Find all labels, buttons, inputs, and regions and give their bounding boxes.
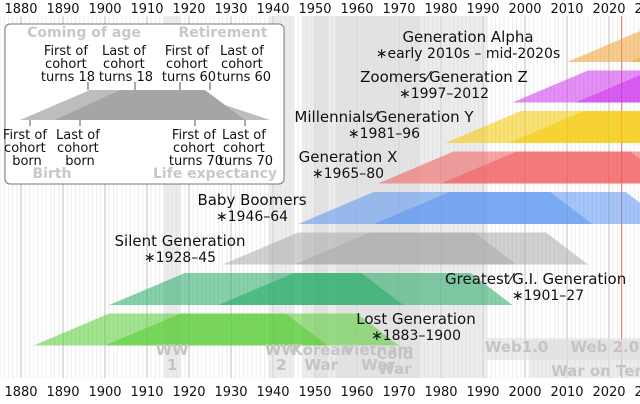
generation-bands bbox=[33, 31, 640, 346]
generation-years-zoomers-generation-z: ∗1997–2012 bbox=[399, 86, 489, 102]
period-label-war-on-terror: War on Terror bbox=[551, 362, 640, 380]
generation-name-greatest-g-i-generation: Greatest⁄G.I. Generation bbox=[445, 270, 626, 288]
generation-years-lost-generation: ∗1883–1900 bbox=[371, 328, 461, 344]
band-baby-boomers-inner bbox=[373, 192, 593, 224]
bottom-year-tick-1880: 1880 bbox=[4, 385, 37, 400]
bottom-year-tick-1920: 1920 bbox=[172, 385, 205, 400]
top-year-tick-1970: 1970 bbox=[382, 2, 415, 17]
legend-coming-of-age: Coming of age bbox=[27, 25, 141, 41]
top-year-tick-1930: 1930 bbox=[214, 2, 247, 17]
bottom-year-tick-2000: 2000 bbox=[508, 385, 541, 400]
legend-life-expectancy: Life expectancy bbox=[153, 166, 277, 182]
year-axes: 1880 1880 1890 1890 1900 1900 1910 1910 1920 1920… bbox=[4, 2, 640, 400]
period-label-korean-war: Korean War bbox=[291, 341, 351, 374]
bottom-year-tick-1930: 1930 bbox=[214, 385, 247, 400]
band-millennials-generation-y-inner bbox=[508, 111, 640, 143]
bottom-year-tick-2030: 2030 bbox=[634, 385, 640, 400]
generation-name-lost-generation: Lost Generation bbox=[356, 310, 475, 328]
top-year-tick-1990: 1990 bbox=[466, 2, 499, 17]
bottom-year-tick-1970: 1970 bbox=[382, 385, 415, 400]
legend-last-turns-70: Last of cohort turns 70 bbox=[219, 128, 273, 169]
top-year-tick-2020: 2020 bbox=[592, 2, 625, 17]
legend-last-turns-18: Last of cohort turns 18 bbox=[99, 44, 153, 85]
top-year-tick-1900: 1900 bbox=[88, 2, 121, 17]
generation-name-baby-boomers: Baby Boomers bbox=[197, 191, 306, 209]
period-label-ww-1: WW 1 bbox=[156, 341, 190, 374]
legend-first-turns-60: First of cohort turns 60 bbox=[162, 44, 216, 85]
generation-years-generation-alpha: ∗early 2010s – mid-2020s bbox=[376, 46, 561, 62]
generation-name-silent-generation: Silent Generation bbox=[115, 232, 246, 250]
band-generation-x-inner bbox=[441, 151, 640, 184]
bottom-year-tick-1960: 1960 bbox=[340, 385, 373, 400]
generation-name-millennials-generation-y: Millennials⁄Generation Y bbox=[294, 108, 474, 126]
bottom-year-tick-2020: 2020 bbox=[592, 385, 625, 400]
legend-first-turns-18: First of cohort turns 18 bbox=[41, 44, 95, 85]
generation-years-millennials-generation-y: ∗1981–96 bbox=[348, 126, 420, 142]
legend-last-born: Last of cohort born bbox=[56, 128, 104, 169]
generation-name-zoomers-generation-z: Zoomers⁄Generation Z bbox=[360, 68, 528, 86]
generation-years-generation-x: ∗1965–80 bbox=[312, 166, 384, 182]
bottom-year-tick-1940: 1940 bbox=[256, 385, 289, 400]
legend-first-born: First of cohort born bbox=[3, 128, 51, 169]
legend: Coming of age Retirement Birth Life expe… bbox=[3, 23, 285, 185]
bottom-year-tick-1900: 1900 bbox=[88, 385, 121, 400]
generation-years-greatest-g-i-generation: ∗1901–27 bbox=[512, 288, 584, 304]
bottom-year-tick-2010: 2010 bbox=[550, 385, 583, 400]
period-label-cold-war: Cold War bbox=[376, 345, 413, 378]
generation-years-silent-generation: ∗1928–45 bbox=[144, 250, 216, 266]
band-silent-generation-inner bbox=[294, 232, 517, 265]
period-label-web-2-0: Web 2.0 bbox=[570, 338, 639, 356]
band-zoomers-generation-z-inner bbox=[575, 75, 640, 103]
top-year-tick-1960: 1960 bbox=[340, 2, 373, 17]
period-bg-war-on-terror bbox=[529, 340, 640, 378]
bottom-year-tick-1990: 1990 bbox=[466, 385, 499, 400]
generation-years-baby-boomers: ∗1946–64 bbox=[216, 209, 288, 225]
top-year-tick-2000: 2000 bbox=[508, 2, 541, 17]
legend-birth: Birth bbox=[32, 166, 71, 182]
period-label-vietnam-war: Vietnam War bbox=[343, 341, 413, 374]
generation-labels: Generation Alpha∗early 2010s – mid-2020s… bbox=[115, 28, 627, 344]
top-year-tick-1980: 1980 bbox=[424, 2, 457, 17]
band-generation-alpha-outer bbox=[567, 31, 640, 62]
top-year-tick-1910: 1910 bbox=[130, 2, 163, 17]
top-year-tick-2010: 2010 bbox=[550, 2, 583, 17]
legend-retirement: Retirement bbox=[179, 25, 268, 41]
legend-first-turns-70: First of cohort turns 70 bbox=[169, 128, 223, 169]
bottom-year-tick-1910: 1910 bbox=[130, 385, 163, 400]
legend-band-inner bbox=[55, 90, 245, 120]
band-greatest-g-i-generation-inner bbox=[218, 273, 404, 305]
top-year-tick-1890: 1890 bbox=[46, 2, 79, 17]
generation-name-generation-x: Generation X bbox=[299, 148, 398, 166]
band-lost-generation-inner bbox=[105, 313, 328, 346]
generation-name-generation-alpha: Generation Alpha bbox=[402, 28, 533, 46]
top-year-tick-1940: 1940 bbox=[256, 2, 289, 17]
period-label-web1-0: Web1.0 bbox=[485, 338, 549, 356]
legend-last-turns-60: Last of cohort turns 60 bbox=[217, 44, 271, 85]
top-year-tick-1920: 1920 bbox=[172, 2, 205, 17]
top-year-tick-1950: 1950 bbox=[298, 2, 331, 17]
bottom-year-tick-1890: 1890 bbox=[46, 385, 79, 400]
band-generation-alpha-inner bbox=[630, 57, 640, 62]
bottom-year-tick-1950: 1950 bbox=[298, 385, 331, 400]
period-label-ww-2: WW 2 bbox=[265, 341, 299, 374]
period-bg-web1-0 bbox=[487, 338, 542, 360]
bottom-year-tick-1980: 1980 bbox=[424, 385, 457, 400]
top-year-tick-2030: 2030 bbox=[634, 2, 640, 17]
top-year-tick-1880: 1880 bbox=[4, 2, 37, 17]
